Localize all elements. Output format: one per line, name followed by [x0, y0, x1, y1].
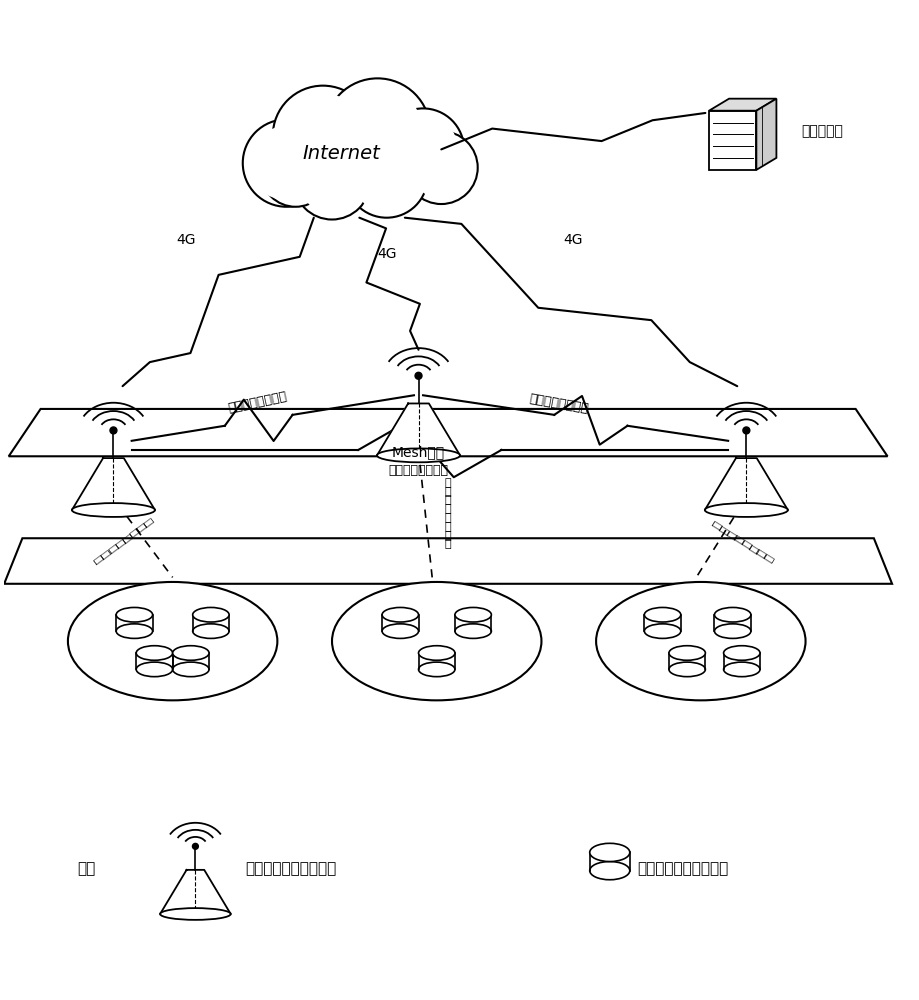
Polygon shape	[160, 870, 231, 914]
Ellipse shape	[714, 607, 751, 622]
Ellipse shape	[72, 503, 155, 517]
Text: 均为低功耗广域网终端: 均为低功耗广域网终端	[637, 861, 729, 876]
Circle shape	[333, 86, 423, 176]
Ellipse shape	[377, 448, 460, 462]
Ellipse shape	[193, 607, 229, 622]
Ellipse shape	[173, 646, 209, 660]
Text: 低功耗广域网技术: 低功耗广域网技术	[528, 392, 589, 415]
Circle shape	[388, 115, 458, 184]
Circle shape	[267, 143, 325, 202]
Ellipse shape	[382, 624, 418, 638]
Circle shape	[110, 427, 117, 434]
Circle shape	[249, 126, 323, 200]
Circle shape	[382, 108, 464, 190]
Ellipse shape	[723, 662, 760, 677]
Text: 低
功
耗
广
域
网
技
术: 低 功 耗 广 域 网 技 术	[92, 517, 153, 565]
Circle shape	[346, 136, 427, 218]
Polygon shape	[723, 653, 760, 669]
Text: 均为低功耗广域网基站: 均为低功耗广域网基站	[245, 861, 336, 876]
Polygon shape	[382, 615, 418, 631]
Polygon shape	[644, 615, 681, 631]
Polygon shape	[590, 852, 630, 871]
Polygon shape	[709, 99, 777, 111]
Circle shape	[410, 137, 472, 199]
Ellipse shape	[116, 607, 153, 622]
Polygon shape	[173, 653, 209, 669]
Text: 低功耗广域网技术: 低功耗广域网技术	[227, 390, 289, 415]
Circle shape	[294, 143, 370, 220]
Ellipse shape	[332, 582, 541, 700]
Ellipse shape	[669, 646, 706, 660]
Circle shape	[261, 138, 330, 207]
Polygon shape	[705, 458, 788, 510]
Polygon shape	[136, 653, 173, 669]
Circle shape	[346, 136, 427, 218]
Ellipse shape	[418, 646, 455, 660]
Ellipse shape	[116, 624, 153, 638]
Ellipse shape	[596, 582, 806, 700]
Ellipse shape	[136, 646, 173, 660]
Ellipse shape	[193, 624, 229, 638]
Ellipse shape	[669, 662, 706, 677]
Polygon shape	[193, 615, 229, 631]
Text: 低
功
耗
广
域
网
技
术: 低 功 耗 广 域 网 技 术	[445, 478, 451, 549]
Circle shape	[743, 427, 750, 434]
Ellipse shape	[68, 582, 278, 700]
Circle shape	[192, 843, 199, 849]
Ellipse shape	[455, 607, 492, 622]
Ellipse shape	[160, 908, 231, 920]
Text: Mesh网络: Mesh网络	[392, 445, 445, 459]
Ellipse shape	[173, 662, 209, 677]
Circle shape	[324, 78, 430, 184]
Circle shape	[273, 86, 373, 186]
Circle shape	[261, 138, 330, 207]
Polygon shape	[72, 458, 155, 510]
Text: 4G: 4G	[563, 233, 583, 247]
Ellipse shape	[714, 624, 751, 638]
Circle shape	[382, 108, 464, 190]
Ellipse shape	[455, 624, 492, 638]
Text: 业务服务器: 业务服务器	[801, 124, 843, 138]
Text: 4G: 4G	[176, 233, 196, 247]
Ellipse shape	[382, 607, 418, 622]
Ellipse shape	[418, 662, 455, 677]
Text: 低
功
耗
广
域
网
技
术: 低 功 耗 广 域 网 技 术	[709, 519, 774, 563]
Text: Internet: Internet	[302, 144, 380, 163]
Ellipse shape	[590, 862, 630, 880]
Circle shape	[294, 143, 370, 220]
Ellipse shape	[705, 503, 788, 517]
Polygon shape	[669, 653, 706, 669]
Circle shape	[243, 119, 330, 207]
Polygon shape	[116, 615, 153, 631]
Circle shape	[300, 149, 365, 214]
Circle shape	[405, 131, 478, 204]
Polygon shape	[377, 403, 460, 455]
Ellipse shape	[136, 662, 173, 677]
Text: 4G: 4G	[377, 247, 396, 261]
Polygon shape	[418, 653, 455, 669]
Polygon shape	[714, 615, 751, 631]
Polygon shape	[455, 615, 492, 631]
Circle shape	[280, 93, 366, 178]
Polygon shape	[709, 111, 756, 170]
Ellipse shape	[723, 646, 760, 660]
Ellipse shape	[644, 607, 681, 622]
Polygon shape	[756, 99, 777, 170]
Circle shape	[352, 142, 422, 212]
Text: 低功耗广域网技术: 低功耗广域网技术	[389, 464, 448, 477]
Circle shape	[405, 131, 478, 204]
Circle shape	[273, 86, 373, 186]
Ellipse shape	[590, 843, 630, 862]
Ellipse shape	[644, 624, 681, 638]
Text: 图中: 图中	[77, 861, 96, 876]
Circle shape	[324, 78, 430, 184]
Circle shape	[415, 372, 422, 379]
Circle shape	[243, 119, 330, 207]
